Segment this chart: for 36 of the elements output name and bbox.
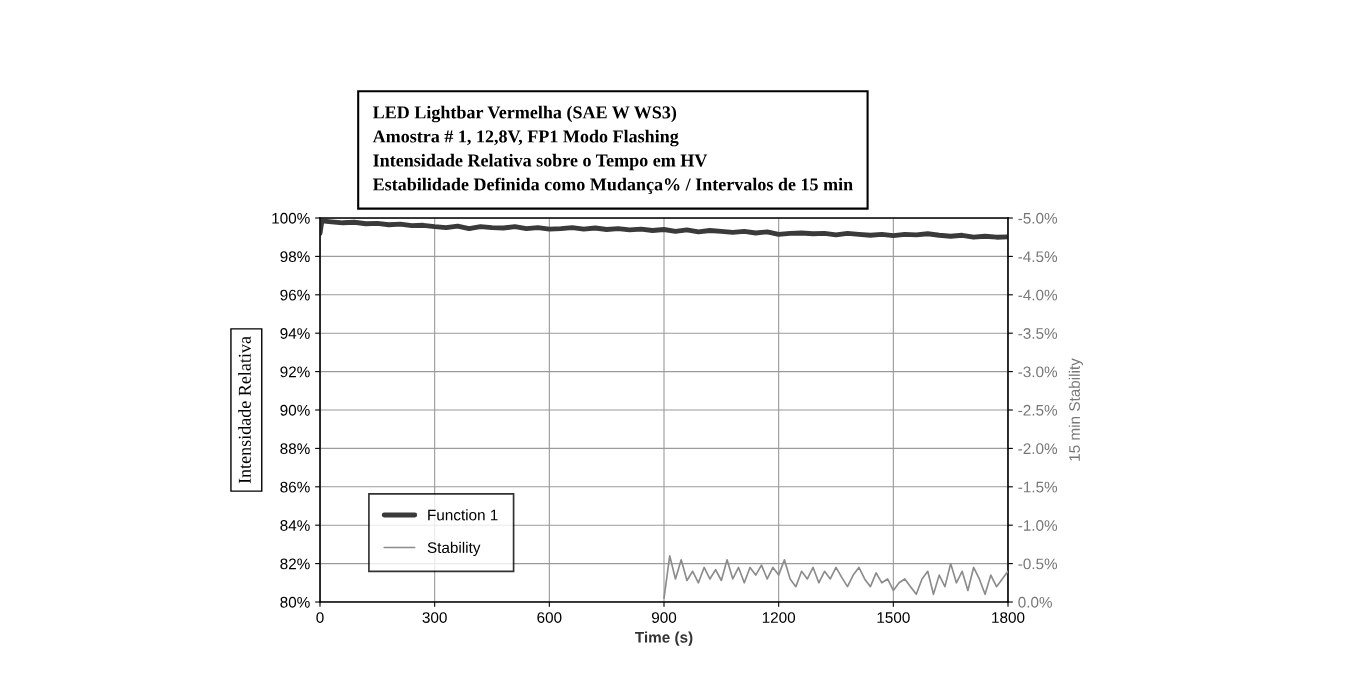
y-tick-label: 86% [280,481,310,493]
y2-tick-label: -5.0% [1018,212,1058,224]
y2-tick-label: -4.5% [1018,251,1058,263]
x-tick-label: 1800 [992,612,1025,623]
y-tick-label: 96% [280,289,310,301]
y-tick-label: 98% [280,251,310,263]
x-tick-label: 900 [651,612,677,623]
x-tick-label: 0 [316,612,324,623]
y2-tick-label: -3.0% [1018,366,1058,378]
y2-tick-label: 0.0% [1018,596,1052,608]
y2-tick-label: -0.5% [1018,558,1058,570]
y2-tick-label: -3.5% [1018,328,1058,339]
y-tick-label: 84% [280,520,310,531]
x-axis-title: Time (s) [635,631,693,646]
y-tick-label: 90% [280,404,310,416]
y-tick-label: 100% [272,212,310,224]
x-tick-label: 1200 [762,612,796,623]
legend-label: Stability [427,541,481,557]
y-tick-label: 92% [280,366,310,378]
x-tick-label: 300 [422,612,447,623]
y-tick-label: 82% [280,558,310,570]
y2-tick-label: -2.0% [1018,443,1058,455]
y-axis-title: Intensidade Relativa [238,336,251,484]
y-tick-label: 80% [280,596,310,608]
y2-tick-label: -4.0% [1018,289,1058,301]
y2-tick-label: -1.0% [1018,520,1058,531]
y2-tick-label: -2.5% [1018,404,1058,416]
x-tick-label: 600 [537,612,562,623]
line-series [663,555,1008,599]
chart-title: LED Lightbar Vermelha (SAE W WS3) Amostra # 1, 12,8V, FP1 Modo Flashing Intensidade Relativa sobre o Tempo em HV Estabilidade Definida como Mudança% / Intervalos de 15 min [372,105,853,195]
y-tick-label: 94% [280,328,310,339]
x-tick-label: 1500 [877,612,910,623]
y2-tick-label: -1.5% [1018,481,1058,493]
y-tick-label: 88% [280,443,310,455]
y2-axis-title: 15 min Stability [1068,358,1083,461]
legend-label: Function 1 [428,509,498,521]
